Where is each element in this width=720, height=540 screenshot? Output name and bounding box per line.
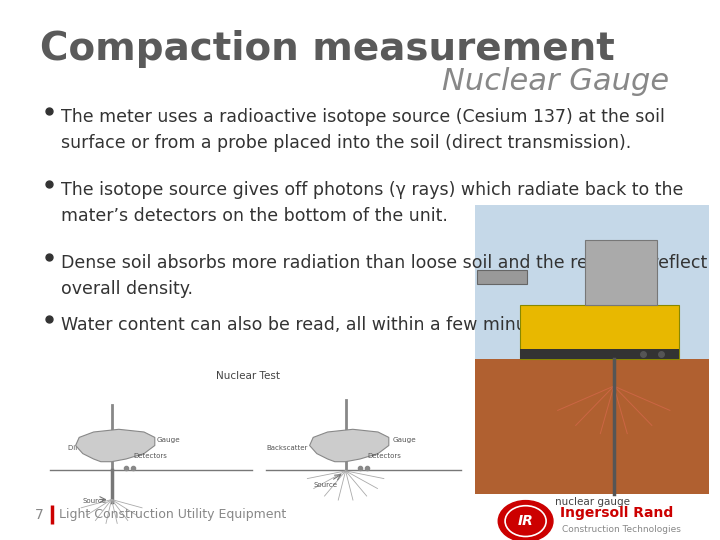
Text: Source: Source: [83, 498, 107, 504]
FancyBboxPatch shape: [475, 359, 709, 494]
Polygon shape: [76, 429, 155, 462]
Text: Light Construction Utility Equipment: Light Construction Utility Equipment: [59, 508, 287, 521]
FancyBboxPatch shape: [521, 305, 679, 359]
Text: Nuclear Gauge: Nuclear Gauge: [443, 68, 670, 97]
Text: Nuclear Test: Nuclear Test: [217, 370, 280, 381]
Text: nuclear gauge: nuclear gauge: [554, 497, 630, 507]
Text: The meter uses a radioactive isotope source (Cesium 137) at the soil
surface or : The meter uses a radioactive isotope sou…: [61, 108, 665, 152]
Circle shape: [498, 501, 553, 540]
Text: Gauge: Gauge: [392, 437, 416, 443]
Text: Backscatter: Backscatter: [266, 445, 307, 451]
Text: Direct Transmission: Direct Transmission: [68, 445, 137, 451]
FancyBboxPatch shape: [521, 349, 679, 359]
FancyBboxPatch shape: [477, 270, 528, 284]
Text: Water content can also be read, all within a few minutes.: Water content can also be read, all with…: [61, 316, 559, 334]
Polygon shape: [310, 429, 389, 462]
Text: The isotope source gives off photons (γ rays) which radiate back to the
mater’s : The isotope source gives off photons (γ …: [61, 181, 683, 225]
Text: Detectors: Detectors: [133, 453, 167, 460]
Text: Detectors: Detectors: [367, 453, 401, 460]
Text: Gauge: Gauge: [157, 437, 181, 443]
Text: Ingersoll Rand: Ingersoll Rand: [560, 506, 673, 520]
Text: IR: IR: [518, 514, 534, 528]
Text: Compaction measurement: Compaction measurement: [40, 30, 614, 68]
Text: Dense soil absorbs more radiation than loose soil and the readings reflect
overa: Dense soil absorbs more radiation than l…: [61, 254, 708, 298]
Text: Source: Source: [313, 482, 337, 488]
FancyBboxPatch shape: [585, 240, 657, 305]
FancyBboxPatch shape: [475, 205, 709, 359]
Text: 7: 7: [35, 508, 43, 522]
Text: Construction Technologies: Construction Technologies: [562, 525, 680, 534]
